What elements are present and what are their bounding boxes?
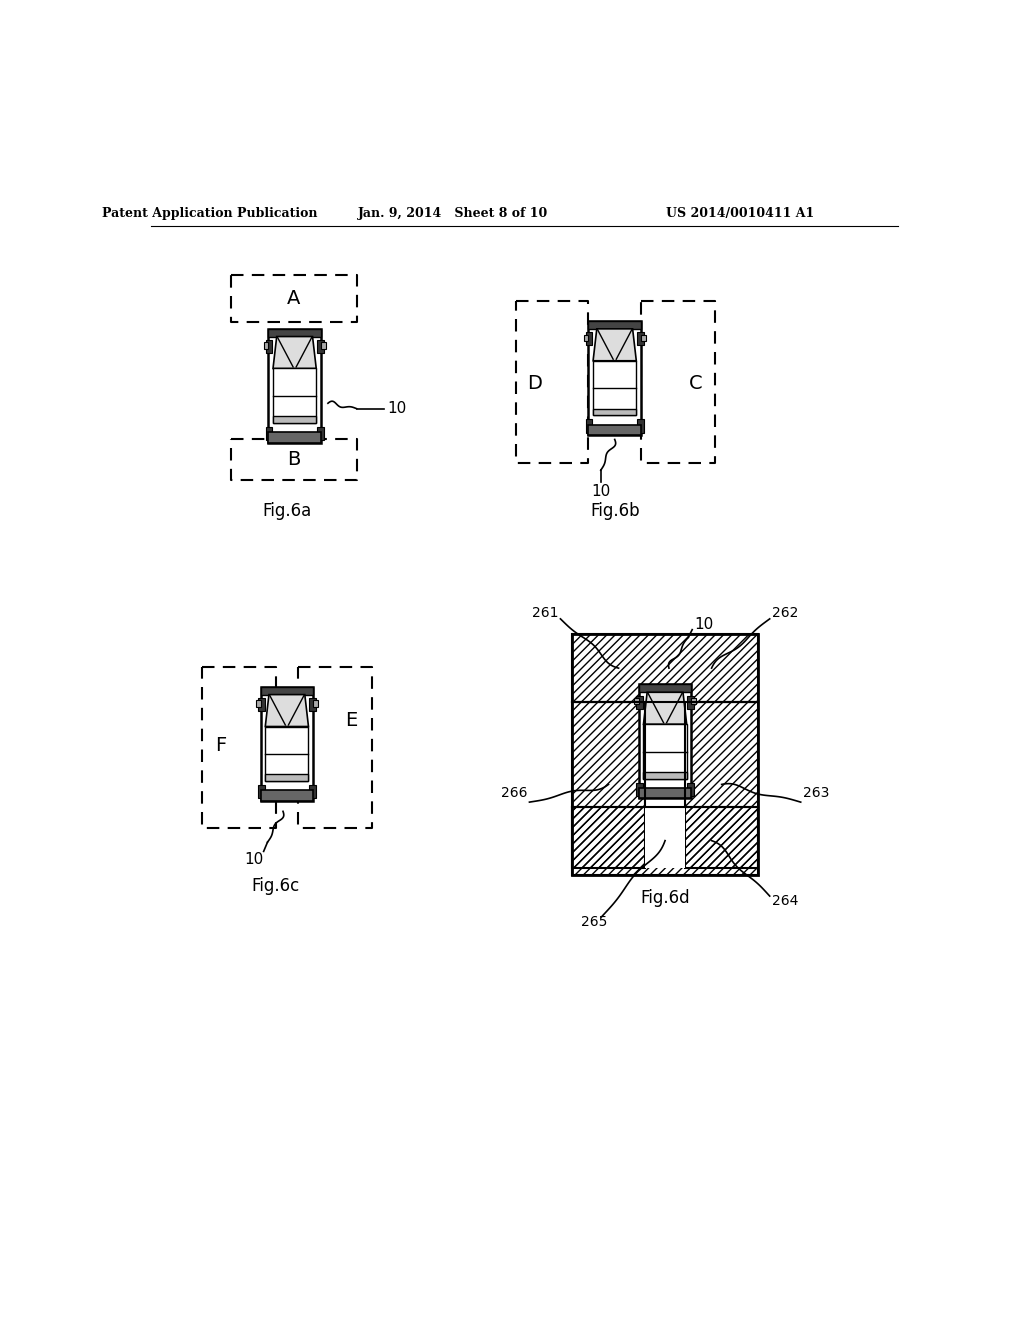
Polygon shape (265, 694, 308, 726)
Text: Fig.6b: Fig.6b (590, 502, 640, 520)
Bar (265, 726, 308, 781)
Text: Fig.6d: Fig.6d (640, 888, 690, 907)
Text: 262: 262 (772, 606, 799, 619)
Bar (309, 785, 316, 799)
Polygon shape (643, 692, 687, 725)
Bar (687, 783, 694, 796)
Bar (584, 334, 589, 341)
Bar (589, 321, 641, 434)
Bar (645, 702, 685, 867)
Bar (273, 416, 316, 424)
Bar (639, 788, 691, 799)
Bar (636, 783, 643, 796)
Bar (256, 701, 260, 706)
Bar (316, 341, 324, 352)
Bar (637, 333, 644, 346)
Bar (641, 334, 646, 341)
Bar (593, 409, 636, 416)
Bar (268, 432, 321, 442)
Polygon shape (273, 337, 316, 368)
Text: Fig.6c: Fig.6c (251, 876, 299, 895)
Bar (636, 696, 643, 709)
Text: E: E (345, 711, 357, 730)
Bar (639, 684, 691, 799)
Bar (268, 329, 321, 442)
Text: US 2014/0010411 A1: US 2014/0010411 A1 (667, 207, 814, 220)
Bar (309, 698, 316, 711)
Bar (639, 684, 691, 692)
Bar (687, 696, 694, 709)
Text: F: F (215, 735, 226, 755)
Bar (263, 342, 268, 348)
Bar (593, 360, 636, 416)
Bar (643, 725, 687, 779)
Text: 10: 10 (591, 483, 610, 499)
Text: C: C (688, 374, 702, 393)
Bar (265, 428, 272, 441)
Text: Patent Application Publication: Patent Application Publication (101, 207, 317, 220)
Bar (321, 342, 326, 348)
Text: 261: 261 (531, 606, 558, 619)
Text: Fig.6a: Fig.6a (262, 502, 311, 520)
Bar (273, 368, 316, 424)
Text: B: B (287, 450, 300, 469)
Bar (589, 425, 641, 434)
Bar (268, 329, 321, 337)
Bar (643, 772, 687, 779)
Text: 266: 266 (501, 785, 527, 800)
Bar (260, 791, 313, 800)
Text: 10: 10 (244, 851, 263, 867)
Bar (265, 775, 308, 781)
Bar (572, 807, 758, 875)
Text: 10: 10 (388, 401, 407, 416)
Bar (637, 420, 644, 433)
Text: 263: 263 (803, 785, 829, 800)
Text: A: A (287, 289, 300, 308)
Bar (589, 321, 641, 329)
Text: Jan. 9, 2014   Sheet 8 of 10: Jan. 9, 2014 Sheet 8 of 10 (358, 207, 549, 220)
Bar (691, 698, 696, 705)
Bar (685, 702, 758, 867)
Bar (586, 333, 593, 346)
Bar (316, 428, 324, 441)
Text: 265: 265 (581, 915, 607, 929)
Bar (634, 698, 639, 705)
Text: 10: 10 (694, 616, 714, 632)
Bar (572, 635, 758, 875)
Bar (572, 635, 758, 702)
Bar (258, 785, 264, 799)
Polygon shape (593, 329, 636, 360)
Text: 264: 264 (772, 895, 799, 908)
Bar (260, 686, 313, 800)
Bar (260, 686, 313, 694)
Bar (586, 420, 593, 433)
Bar (313, 701, 318, 706)
Text: D: D (527, 374, 543, 393)
Bar (572, 702, 645, 867)
Bar (258, 698, 264, 711)
Bar (265, 341, 272, 352)
